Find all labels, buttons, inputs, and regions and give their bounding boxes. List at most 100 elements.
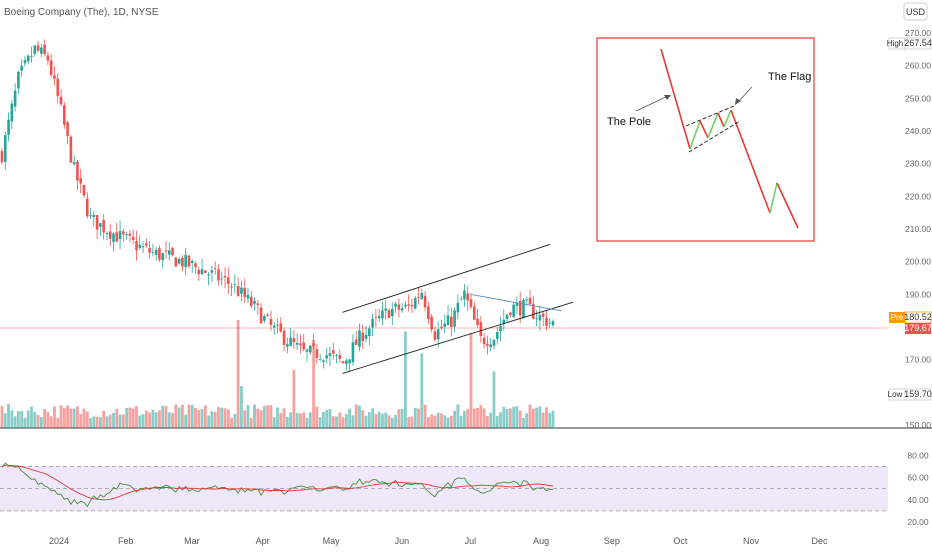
candle-body — [59, 96, 63, 105]
candle-body — [427, 306, 430, 319]
volume-bar — [197, 410, 201, 428]
candle-body — [289, 337, 292, 346]
volume-bar — [377, 411, 381, 428]
flag-lower-bound — [688, 120, 741, 153]
volume-bar — [272, 417, 276, 428]
volume-bar — [174, 404, 178, 428]
candle-body — [72, 162, 76, 165]
time-tick-label: Aug — [533, 536, 549, 546]
last-price-value: 179.67 — [904, 323, 932, 333]
chart-background — [0, 327, 932, 429]
time-tick-label: Nov — [743, 536, 760, 546]
price-tick-label: 260.00 — [905, 61, 931, 71]
candle-body — [394, 303, 397, 307]
candle-body — [528, 298, 532, 305]
candle-body — [299, 343, 302, 346]
currency-button[interactable] — [903, 2, 928, 21]
candle-body — [479, 322, 483, 337]
rsi-line — [1, 462, 554, 508]
volume-bar — [515, 406, 519, 428]
candle-body — [325, 355, 328, 359]
time-axis[interactable]: 2024 Feb Mar Apr May Jun Jul Aug Sep Oct Nov Dec — [49, 536, 828, 546]
candle-body — [26, 55, 30, 62]
volume-bar — [295, 412, 299, 428]
volume-bar — [98, 417, 102, 428]
trendlines[interactable] — [342, 243, 574, 374]
candle-body — [397, 304, 401, 310]
price-tick-label: 170.00 — [905, 355, 931, 365]
candle-body — [263, 316, 266, 321]
volume-bar — [92, 416, 96, 428]
low-value: 159.70 — [904, 389, 932, 399]
volume-bar — [479, 404, 483, 428]
price-candles[interactable] — [0, 39, 555, 373]
candle-body — [171, 247, 174, 256]
volume-bar — [39, 417, 43, 428]
volume-bar — [203, 405, 207, 428]
candle-body — [0, 151, 4, 163]
candle-body — [125, 234, 128, 236]
volume-bar — [282, 408, 286, 428]
candle-body — [118, 230, 122, 240]
candle-body — [492, 339, 496, 346]
volume-bar — [371, 408, 375, 428]
volume-bar — [535, 407, 539, 428]
candle-body — [141, 246, 145, 248]
candle-body — [335, 354, 338, 356]
candle-body — [469, 299, 473, 307]
volume-bar — [220, 407, 224, 428]
rsi-ma-line — [1, 464, 554, 501]
time-tick-label: Dec — [812, 536, 829, 546]
candle-body — [161, 253, 165, 261]
time-tick-label: Sep — [604, 536, 620, 546]
candle-body — [522, 299, 525, 319]
volume-bar — [194, 408, 197, 428]
flag-down-2 — [717, 112, 725, 128]
volume-bar — [512, 406, 516, 428]
candle-body — [440, 326, 443, 329]
volume-bar — [10, 410, 14, 428]
volume-bar — [518, 410, 522, 428]
volume-bar — [131, 408, 135, 428]
volume-bar — [505, 409, 509, 428]
candle-body — [302, 342, 306, 350]
price-axis[interactable]: 270.00 260.00 250.00 240.00 230.00 220.00 210.… — [888, 28, 932, 527]
candle-body — [354, 339, 358, 345]
volume-bar — [538, 406, 542, 428]
candle-body — [433, 331, 437, 340]
candle-body — [482, 337, 486, 345]
volume-bar — [335, 416, 338, 428]
candle-body — [541, 313, 545, 317]
volume-bar — [367, 412, 371, 428]
price-tick-label: 220.00 — [905, 191, 931, 201]
volume-bar — [394, 414, 397, 428]
candle-body — [331, 350, 335, 354]
volume-bar — [325, 409, 329, 428]
volume-bar — [23, 417, 27, 428]
candle-body — [230, 286, 233, 288]
channel-lower-line — [342, 301, 574, 374]
pole-line — [660, 48, 691, 150]
volume-bar — [240, 385, 243, 428]
volume-bar — [417, 408, 420, 428]
candle-body — [66, 122, 69, 136]
flag-up-2 — [707, 112, 719, 139]
volume-bar — [413, 407, 417, 428]
candle-body — [36, 45, 40, 51]
volume-bar — [66, 405, 69, 428]
candle-body — [315, 349, 319, 359]
volume-bar — [312, 339, 315, 428]
volume-bar — [292, 369, 296, 428]
volume-bar — [446, 417, 450, 428]
price-tick-label: 250.00 — [905, 93, 931, 103]
volume-bar — [184, 414, 188, 428]
time-tick-label: Mar — [184, 536, 200, 546]
candle-body — [138, 244, 142, 248]
volume-bar — [102, 410, 106, 428]
volume-bar — [56, 417, 60, 428]
candle-body — [115, 232, 119, 242]
volume-bar — [348, 408, 352, 428]
volume-bar — [279, 412, 283, 428]
candle-body — [233, 284, 237, 286]
